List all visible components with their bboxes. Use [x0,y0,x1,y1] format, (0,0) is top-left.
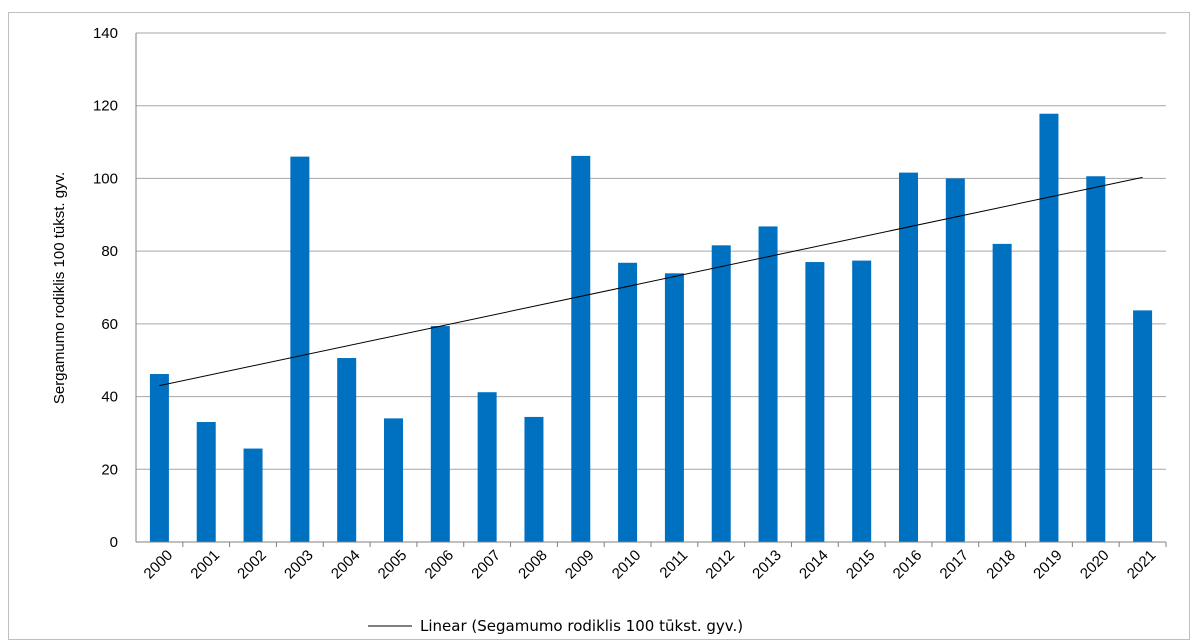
x-tick-label: 2005 [375,547,411,583]
x-tick-label: 2006 [422,547,458,583]
y-tick-label: 20 [101,461,118,478]
bar [430,326,450,542]
y-tick-label: 100 [93,170,118,187]
legend-trendline-label: Linear (Segamumo rodiklis 100 tūkst. gyv… [420,617,743,635]
x-tick-label: 2003 [281,547,317,583]
x-tick-label: 2009 [562,547,598,583]
bar [1039,113,1059,542]
y-axis-title: Sergamumo rodiklis 100 tūkst. gyv. [51,172,68,404]
y-tick-label: 60 [101,316,118,333]
bar [477,392,497,542]
bar [852,260,872,542]
x-tick-label: 2017 [937,547,973,583]
bar [243,448,263,542]
y-tick-label: 40 [101,389,118,406]
y-tick-label: 0 [110,534,118,551]
x-tick-label: 2013 [749,547,785,583]
x-tick-label: 2000 [141,547,177,583]
bar [618,262,638,542]
x-tick-label: 2019 [1030,547,1066,583]
bar [524,416,544,542]
x-tick-label: 2020 [1077,547,1113,583]
y-tick-label: 80 [101,243,118,260]
x-tick-label: 2008 [515,547,551,583]
x-tick-label: 2011 [656,547,691,582]
bar [805,262,825,542]
bar [384,418,403,542]
bar [149,374,169,542]
bar [1086,176,1106,543]
x-tick-label: 2002 [234,547,270,583]
bar [945,178,965,542]
x-tick-label: 2010 [609,547,645,583]
x-tick-label: 2021 [1124,547,1160,583]
y-tick-label: 120 [93,98,118,115]
bars [149,113,1153,543]
x-tick-labels: 2000 2001 2002 2003 2004 2005 2006 2007 2008 2009… [141,547,1160,583]
trendline-layer [159,176,1143,387]
x-tick-label: 2012 [702,547,738,583]
y-tick-labels: 0 20 40 60 80 100 120 140 [93,25,118,551]
bar [196,422,216,542]
axes [135,33,1167,547]
x-tick-label: 2018 [983,547,1019,583]
x-tick-label: 2004 [328,547,364,583]
y-tick-label: 140 [93,25,118,42]
x-tick-label: 2001 [187,547,223,583]
bar [992,243,1012,542]
x-tick-label: 2014 [796,547,832,583]
bar [899,172,918,542]
x-tick-label: 2016 [890,547,926,583]
bar [1133,310,1153,542]
x-tick-label: 2007 [468,547,504,583]
legend: Linear (Segamumo rodiklis 100 tūkst. gyv… [368,617,743,635]
bar [290,156,310,542]
bar [571,155,591,542]
bar [711,245,731,542]
bar [758,226,778,543]
bar [664,273,684,542]
x-tick-label: 2015 [843,547,879,583]
bar [337,358,357,542]
trendline [159,176,1143,387]
